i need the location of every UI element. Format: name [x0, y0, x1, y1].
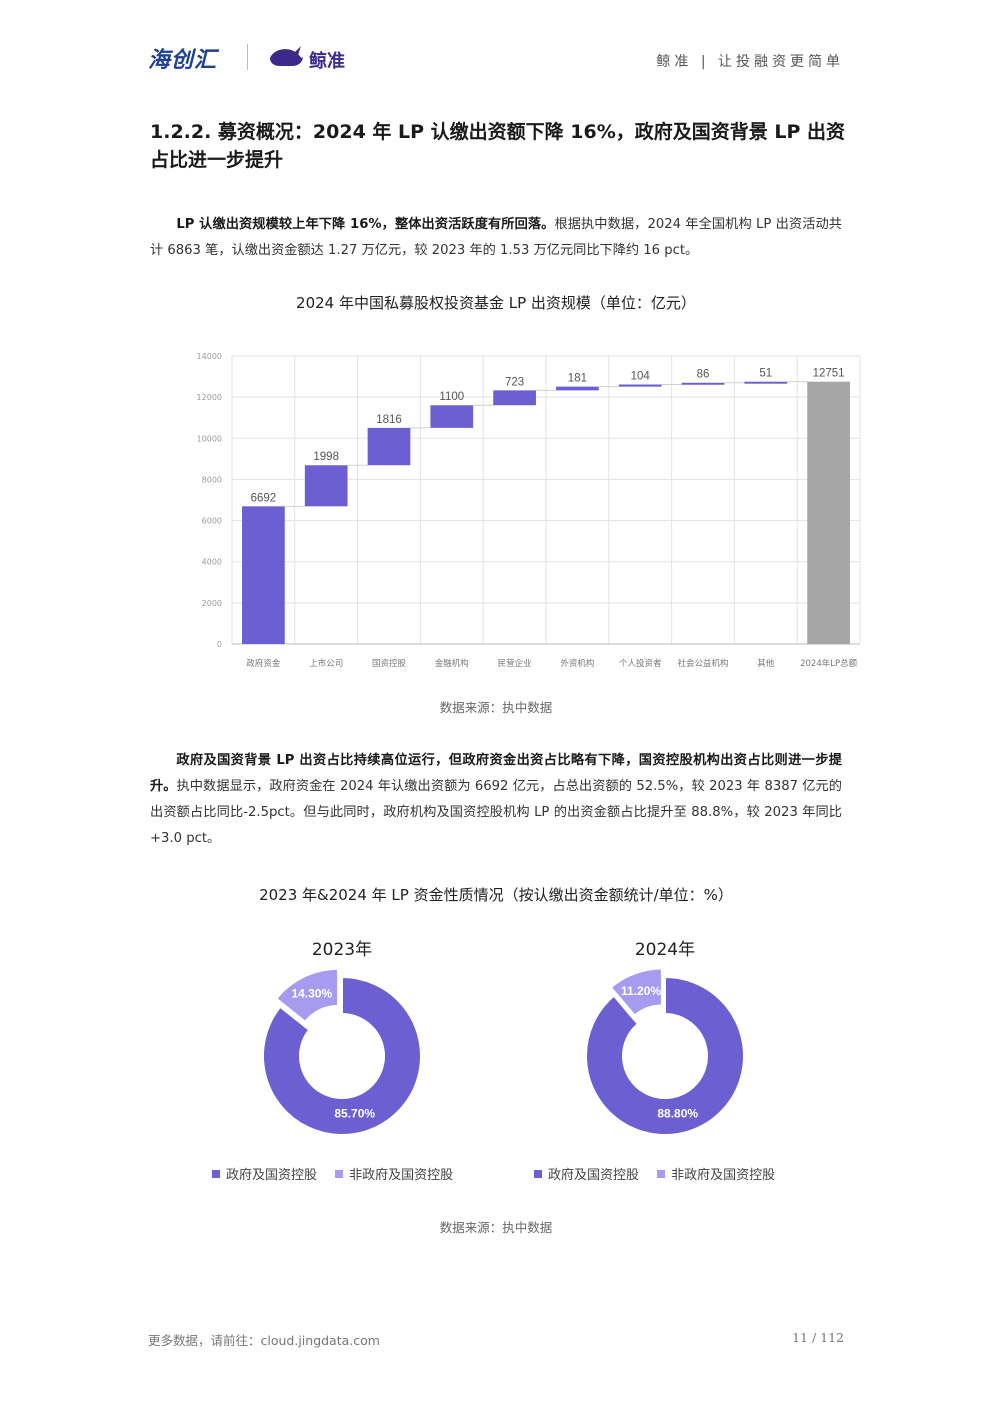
section-title: 1.2.2. 募资概况：2024 年 LP 认缴出资额下降 16%，政府及国资背…	[150, 121, 846, 171]
haichuanghui-logo: 海创汇	[148, 47, 218, 73]
logo-divider	[247, 44, 248, 70]
donut-value-label: 11.20%	[621, 984, 661, 998]
paragraph-gov-share: 政府及国资背景 LP 出资占比持续高位运行，但政府资金出资占比略有下降，国资控股…	[150, 748, 842, 852]
y-tick-label: 2000	[202, 599, 222, 608]
bar-value-label: 51	[759, 368, 772, 380]
page-number: 11 / 112	[792, 1330, 844, 1345]
x-category-label: 民营企业	[498, 658, 532, 669]
paragraph-lead: 政府及国资背景 LP 出资占比持续高位运行，但政府资金出资占比略有下降，国资控股…	[150, 753, 842, 794]
legend-swatch-primary	[534, 1170, 542, 1178]
donut-value-label: 14.30%	[291, 986, 332, 1000]
legend-label: 非政府及国资控股	[349, 1168, 454, 1183]
donut-value-label: 88.80%	[657, 1107, 698, 1121]
y-tick-label: 10000	[197, 434, 222, 443]
y-tick-label: 4000	[202, 558, 222, 567]
y-tick-label: 14000	[197, 352, 222, 361]
x-category-label: 政府资金	[246, 658, 281, 669]
x-category-label: 社会公益机构	[677, 658, 728, 669]
waterfall-bar	[242, 506, 285, 644]
x-category-label: 国资控股	[372, 658, 407, 669]
bar-value-label: 86	[697, 369, 710, 381]
legend-label: 政府及国资控股	[226, 1168, 318, 1183]
donut-chart-source: 数据来源：执中数据	[439, 1220, 553, 1235]
waterfall-bar	[493, 390, 536, 406]
paragraph-lead: LP 认缴出资规模较上年下降 16%，整体出资活跃度有所回落。	[176, 217, 555, 232]
x-category-label: 金融机构	[435, 658, 469, 669]
bar-value-label: 12751	[813, 368, 845, 380]
x-category-label: 2024年LP总额	[800, 658, 857, 669]
y-tick-label: 8000	[202, 475, 222, 484]
legend-label: 非政府及国资控股	[671, 1168, 776, 1183]
bar-value-label: 181	[568, 373, 587, 385]
donut-slice-nongov	[274, 967, 340, 1024]
legend-swatch-secondary	[657, 1170, 666, 1178]
waterfall-bar	[367, 427, 411, 466]
bar-value-label: 6692	[251, 492, 277, 504]
donut-slice-gov	[585, 975, 745, 1136]
y-tick-label: 0	[217, 640, 222, 649]
legend-item-gov: 政府及国资控股	[534, 1168, 639, 1183]
waterfall-bar	[807, 381, 850, 644]
donut-slice-nongov	[609, 967, 663, 1017]
waterfall-bar	[618, 384, 662, 387]
waterfall-bar	[430, 405, 474, 428]
legend-swatch-primary	[212, 1170, 220, 1178]
waterfall-chart-title: 2024 年中国私募股权投资基金 LP 出资规模（单位：亿元）	[296, 294, 696, 312]
bar-value-label: 1816	[376, 414, 402, 426]
waterfall-bar	[681, 382, 725, 385]
legend-swatch-secondary	[335, 1170, 344, 1178]
waterfall-chart-source: 数据来源：执中数据	[439, 700, 553, 715]
donut-slice-gov	[262, 975, 422, 1136]
donut-slice-group	[609, 967, 663, 1017]
waterfall-bar	[556, 386, 599, 391]
bar-value-label: 1100	[439, 391, 464, 403]
y-tick-label: 6000	[202, 517, 222, 526]
donut-chart-title: 2023 年&2024 年 LP 资金性质情况（按认缴出资金额统计/单位：%）	[259, 886, 733, 904]
paragraph-body: 根据执中数据，2024 年全国机构 LP 出资活动共计 6863 笔，认缴出资金…	[150, 217, 842, 258]
y-tick-label: 12000	[197, 393, 222, 402]
waterfall-bar	[304, 465, 348, 507]
legend-item-nongov: 非政府及国资控股	[657, 1168, 775, 1183]
waterfall-chart: 0 2000 4000 6000 8000 10000 12000 14000 6692 政府资金…	[197, 352, 861, 669]
legend-2023: 政府及国资控股 非政府及国资控股	[212, 1164, 453, 1183]
bar-value-label: 723	[505, 376, 524, 388]
header-slogan: 鲸准 | 让投融资更简单	[656, 54, 844, 70]
waterfall-bar	[744, 381, 788, 384]
x-category-label: 个人投资者	[619, 658, 662, 669]
donut-value-label: 85.70%	[334, 1107, 375, 1121]
x-category-label: 上市公司	[309, 658, 343, 669]
legend-2024: 政府及国资控股 非政府及国资控股	[534, 1164, 775, 1183]
donut-title: 2023年	[312, 940, 372, 960]
donut-title: 2024年	[635, 940, 695, 960]
x-category-label: 其他	[757, 658, 775, 669]
bar-value-label: 1998	[313, 451, 339, 463]
x-category-label: 外资机构	[560, 658, 594, 669]
legend-label: 政府及国资控股	[548, 1168, 640, 1183]
footer-link-text[interactable]: 更多数据，请前往：cloud.jingdata.com	[148, 1333, 380, 1348]
legend-item-gov: 政府及国资控股	[212, 1168, 317, 1183]
paragraph-body: 执中数据显示，政府资金在 2024 年认缴出资额为 6692 亿元，占总出资额的…	[150, 779, 842, 846]
donut-charts: 2023年 14.30% 85.70% 2024年 11.20% 88.80%	[262, 940, 745, 1136]
jingzhun-logo-text: 鲸准	[309, 51, 345, 72]
legend-item-nongov: 非政府及国资控股	[335, 1168, 453, 1183]
paragraph-lp-scale: LP 认缴出资规模较上年下降 16%，整体出资活跃度有所回落。根据执中数据，20…	[150, 212, 842, 264]
bar-value-label: 104	[631, 371, 651, 383]
whale-logo-icon	[270, 46, 303, 66]
donut-slice-group	[274, 967, 340, 1024]
